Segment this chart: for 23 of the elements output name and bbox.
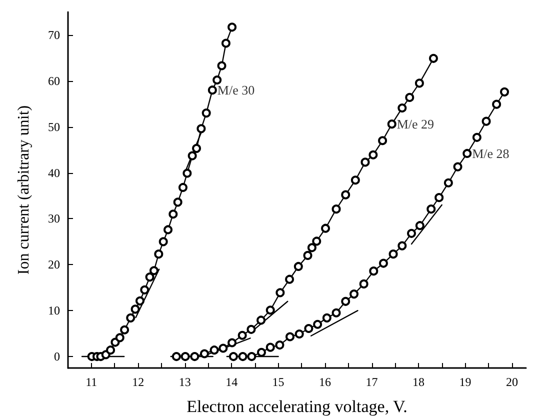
x-tick-label: 12 bbox=[132, 375, 144, 389]
x-axis-title: Electron accelerating voltage, V. bbox=[186, 397, 408, 416]
y-tick-label: 0 bbox=[54, 350, 60, 364]
y-tick-label: 70 bbox=[48, 28, 60, 42]
annotation: M/e 28 bbox=[472, 146, 510, 161]
annotation: M/e 29 bbox=[396, 116, 434, 132]
y-axis-title: Ion current (arbitrary unit) bbox=[16, 105, 32, 275]
x-tick-label: 17 bbox=[366, 375, 378, 389]
y-tick-label: 50 bbox=[48, 120, 60, 134]
x-tick-label: 14 bbox=[226, 375, 238, 389]
y-tick-label: 30 bbox=[48, 212, 60, 226]
x-tick-label: 20 bbox=[506, 375, 518, 389]
y-tick-label: 10 bbox=[48, 304, 60, 318]
x-tick-label: 11 bbox=[86, 375, 98, 389]
y-tick-label: 20 bbox=[48, 258, 60, 272]
y-tick-label: 60 bbox=[48, 74, 60, 88]
x-tick-label: 16 bbox=[319, 375, 332, 389]
x-tick-label: 13 bbox=[178, 375, 191, 389]
y-tick-label: 40 bbox=[48, 166, 60, 180]
annotation: M/e 30 bbox=[217, 82, 255, 98]
x-tick-label: 18 bbox=[412, 375, 425, 389]
x-tick-label: 15 bbox=[272, 375, 284, 389]
x-tick-label: 19 bbox=[459, 375, 472, 389]
